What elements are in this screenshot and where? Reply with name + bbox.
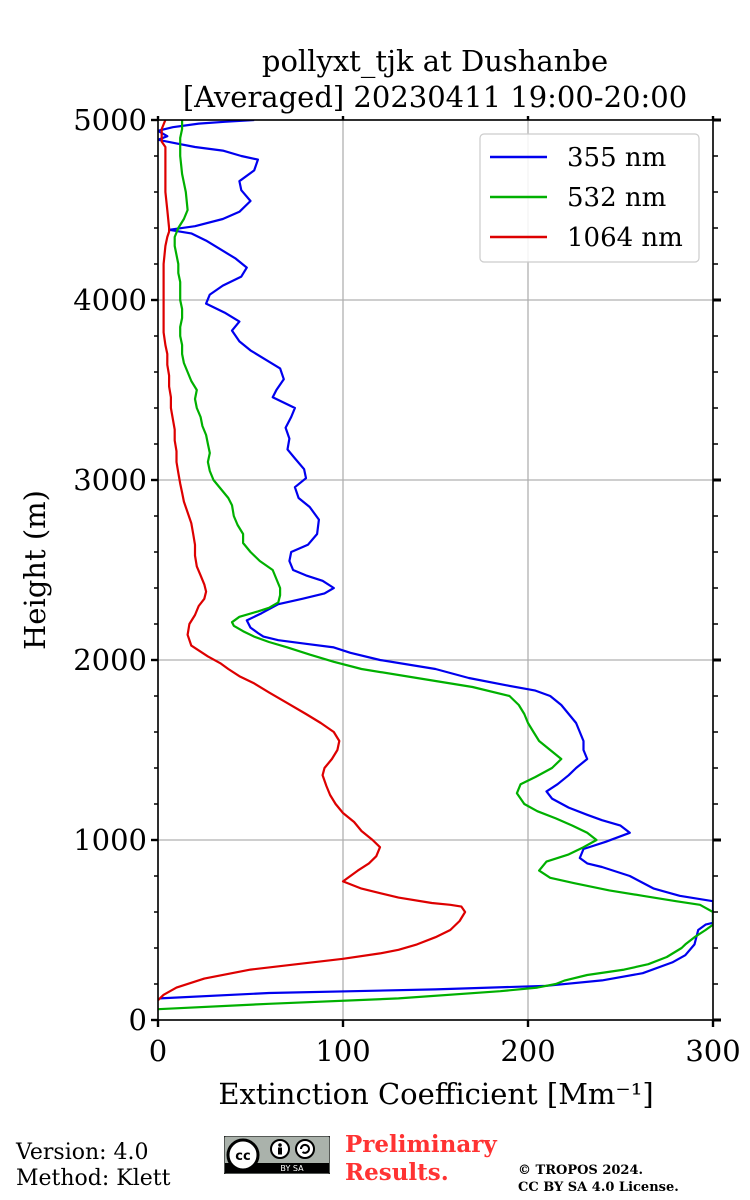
cc-icon <box>226 1138 260 1172</box>
legend-box <box>479 133 700 263</box>
y-tick-label: 4000 <box>73 283 147 317</box>
version-text: Version: 4.0 <box>16 1140 149 1165</box>
x-tick-label: 0 <box>149 1034 167 1068</box>
legend: 355 nm 532 nm 1064 nm <box>479 133 700 263</box>
plot-frame <box>157 119 714 1021</box>
y-tick-label: 5000 <box>73 103 147 137</box>
chart-title-line1: pollyxt_tjk at Dushanbe <box>262 44 608 79</box>
x-tick-label: 300 <box>685 1034 740 1068</box>
copyright-line1: © TROPOS 2024. <box>518 1163 644 1178</box>
legend-label: 355 nm <box>567 143 666 173</box>
x-tick-label: 100 <box>315 1034 370 1068</box>
preliminary-results-line1: Preliminary <box>345 1131 497 1158</box>
y-axis-label: Height (m) <box>18 490 52 650</box>
y-tick-label: 1000 <box>73 823 147 857</box>
cc-by-sa-license-badge: cc BY SA <box>224 1136 330 1174</box>
series-line-355-nm <box>158 120 713 1000</box>
x-axis-label: Extinction Coefficient [Mm⁻¹] <box>218 1077 653 1111</box>
y-tick-label: 3000 <box>73 463 147 497</box>
badge-text: BY SA <box>280 1164 304 1173</box>
method-text: Method: Klett <box>16 1166 171 1191</box>
chart-title-line2: [Averaged] 20230411 19:00-20:00 <box>183 80 687 114</box>
series-line-1064-nm <box>158 120 467 1001</box>
sa-share-alike-icon <box>295 1139 315 1159</box>
x-tick-label: 200 <box>500 1034 555 1068</box>
data-series <box>158 120 713 1011</box>
y-tick-label: 0 <box>129 1003 147 1037</box>
extinction-profile-chart: pollyxt_tjk at Dushanbe [Averaged] 20230… <box>18 44 741 1111</box>
series-line-532-nm <box>158 120 713 1011</box>
legend-label: 1064 nm <box>567 223 683 253</box>
legend-label: 532 nm <box>567 183 666 213</box>
cc-icon-label: cc <box>235 1149 250 1164</box>
copyright-line2: CC BY SA 4.0 License. <box>518 1180 679 1195</box>
preliminary-results-line2: Results. <box>345 1159 449 1186</box>
y-tick-label: 2000 <box>73 643 147 677</box>
